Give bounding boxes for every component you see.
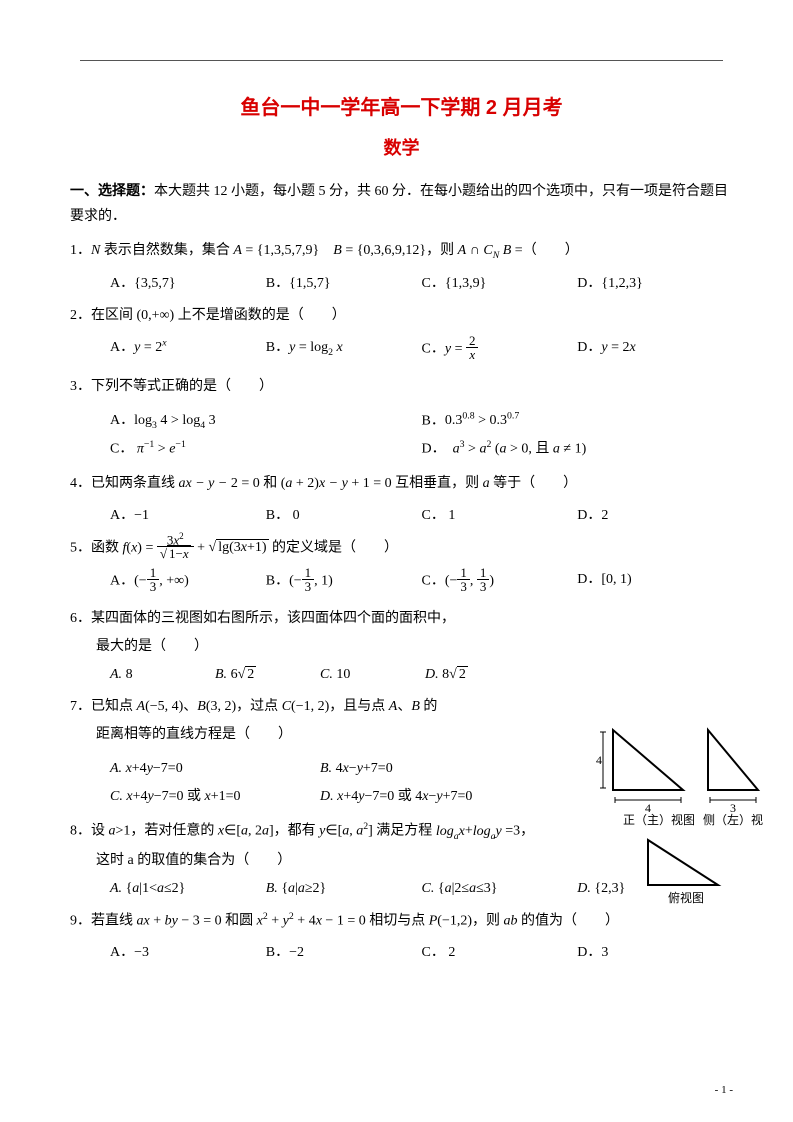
q5-opt-b: B．(−13, 1)	[266, 568, 422, 595]
q7-opt-a: A. x+4y−7=0	[110, 755, 320, 783]
exam-title: 鱼台一中一学年高一下学期 2 月月考	[70, 91, 733, 120]
q5-opt-c: C．(−13, 13)	[422, 568, 578, 595]
q2-opt-c: C．y = 2x	[422, 336, 578, 363]
q7-line2: 距离相等的直线方程是（ ）	[70, 721, 490, 749]
q6-three-view-figure: 4 4 正（主）视图 3 侧（左）视图 俯视图	[593, 720, 763, 920]
q1-options: A．{3,5,7} B．{1,5,7} C．{1,3,9} D．{1,2,3}	[70, 272, 733, 292]
q8-opt-c: C. {a|2≤a≤3}	[422, 881, 578, 897]
q7-opt-d: D. x+4y−7=0 或 4x−y+7=0	[320, 783, 530, 811]
question-7: 7．已知点 A(−5, 4)、B(3, 2)，过点 C(−1, 2)，且与点 A…	[70, 693, 490, 749]
q1-opt-d: D．{1,2,3}	[577, 272, 733, 292]
q7-options: A. x+4y−7=0 B. 4x−y+7=0 C. x+4y−7=0 或 x+…	[70, 755, 530, 811]
q6-opt-b: B. 6√2	[215, 667, 320, 683]
q5-options: A．(−13, +∞) B．(−13, 1) C．(−13, 13) D．[0,…	[70, 568, 733, 595]
top-rule	[80, 60, 723, 61]
q4-opt-a: A．−1	[110, 504, 266, 524]
q3-opt-c: C． π−1 > e−1	[110, 435, 422, 464]
q5-opt-d: D．[0, 1)	[577, 568, 733, 595]
q2-opt-a: A．y = 2x	[110, 336, 266, 363]
question-5: 5．函数 f(x) = 3x2√1−x + √lg(3x+1) 的定义域是（ ）	[70, 534, 733, 562]
subject-title: 数学	[70, 134, 733, 160]
svg-text:4: 4	[596, 753, 602, 767]
q2-options: A．y = 2x B．y = log2 x C．y = 2x D．y = 2x	[70, 336, 733, 363]
q2-opt-d: D．y = 2x	[577, 336, 733, 363]
side-view-label: 侧（左）视图	[703, 812, 763, 827]
q8-opt-b: B. {a|a≥2}	[266, 881, 422, 897]
top-view-label: 俯视图	[668, 890, 704, 905]
q4-opt-d: D．2	[577, 504, 733, 524]
q6-options: A. 8 B. 6√2 C. 10 D. 8√2	[70, 667, 530, 683]
q4-opt-c: C． 1	[422, 504, 578, 524]
section-1-label: 一、选择题：	[70, 182, 154, 198]
q9-opt-d: D．3	[577, 941, 733, 961]
q4-opt-b: B． 0	[266, 504, 422, 524]
q6-line2: 最大的是（ ）	[70, 633, 490, 661]
section-1-head: 一、选择题：本大题共 12 小题，每小题 5 分，共 60 分．在每小题给出的四…	[70, 178, 733, 229]
q9-opt-a: A．−3	[110, 941, 266, 961]
q7-opt-b: B. 4x−y+7=0	[320, 755, 530, 783]
q4-options: A．−1 B． 0 C． 1 D．2	[70, 504, 733, 524]
question-1: 1．N 表示自然数集，集合 A = {1,3,5,7,9} B = {0,3,6…	[70, 237, 733, 265]
q1-opt-b: B．{1,5,7}	[266, 272, 422, 292]
question-3: 3．下列不等式正确的是（ ）	[70, 373, 733, 401]
q7-opt-c: C. x+4y−7=0 或 x+1=0	[110, 783, 320, 811]
q9-options: A．−3 B．−2 C． 2 D．3	[70, 941, 733, 961]
question-2: 2．在区间 (0,+∞) 上不是增函数的是（ ）	[70, 302, 733, 330]
page-number: - 1 -	[715, 1084, 733, 1096]
q3-options: A．log3 4 > log4 3 B．0.30.8 > 0.30.7 C． π…	[70, 407, 733, 464]
q6-opt-c: C. 10	[320, 667, 425, 683]
q9-opt-b: B．−2	[266, 941, 422, 961]
q8-opt-a: A. {a|1<a≤2}	[110, 881, 266, 897]
front-view-label: 正（主）视图	[623, 812, 695, 827]
q1-opt-a: A．{3,5,7}	[110, 272, 266, 292]
q6-opt-a: A. 8	[110, 667, 215, 683]
question-4: 4．已知两条直线 ax − y − 2 = 0 和 (a + 2)x − y +…	[70, 470, 733, 498]
q1-opt-c: C．{1,3,9}	[422, 272, 578, 292]
q6-opt-d: D. 8√2	[425, 667, 530, 683]
q3-opt-a: A．log3 4 > log4 3	[110, 407, 422, 436]
q5-opt-a: A．(−13, +∞)	[110, 568, 266, 595]
q3-opt-d: D． a3 > a2 (a > 0, 且 a ≠ 1)	[422, 435, 734, 464]
q3-opt-b: B．0.30.8 > 0.30.7	[422, 407, 734, 436]
q9-opt-c: C． 2	[422, 941, 578, 961]
section-1-desc: 本大题共 12 小题，每小题 5 分，共 60 分．在每小题给出的四个选项中，只…	[70, 184, 728, 224]
three-view-svg: 4 4 正（主）视图 3 侧（左）视图 俯视图	[593, 720, 763, 920]
q2-opt-b: B．y = log2 x	[266, 336, 422, 363]
question-6: 6．某四面体的三视图如右图所示，该四面体四个面的面积中， 最大的是（ ）	[70, 605, 490, 661]
